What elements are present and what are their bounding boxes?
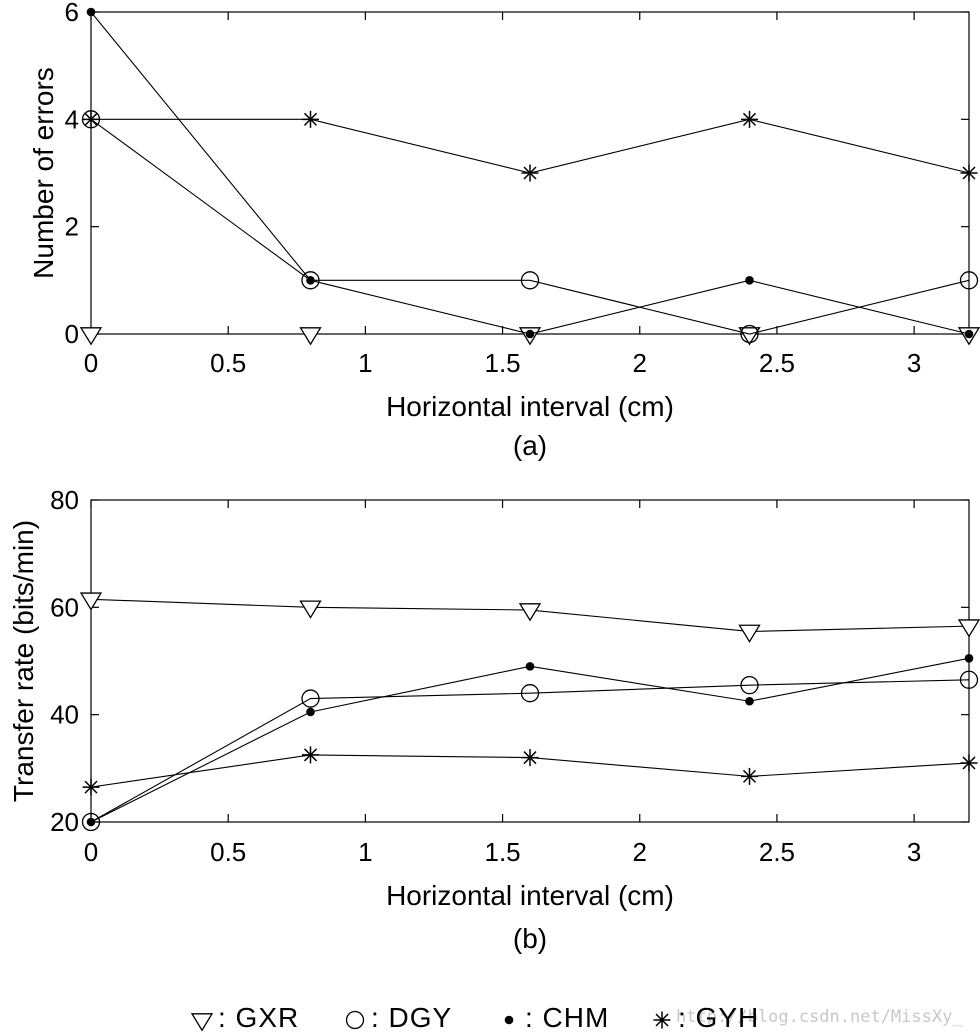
data-point [738,327,761,346]
series-line [90,118,970,335]
series-gxr [79,592,980,643]
legend-entry: : CHM [504,1002,609,1032]
x-tick-label: 2 [633,837,647,867]
data-point [520,271,540,290]
y-tick-label: 20 [50,807,79,837]
x-tick-label: 0 [84,837,98,867]
chart-b: 0 0.5 1 1.5 2 2.5 3 20 40 60 80 Horizontal interval… [8,485,980,954]
y-tick-label: 6 [65,0,79,27]
data-point [741,767,758,785]
data-point [79,327,103,346]
data-point [740,676,759,695]
legend-label: : GXR [218,1002,299,1032]
data-point [964,329,974,339]
legend-marker [190,1013,214,1032]
series-chm [86,7,974,339]
data-point [302,746,319,764]
data-point [525,662,535,671]
data-point [86,7,96,17]
data-point [81,812,101,832]
x-tick-label: 3 [907,348,921,378]
data-point [82,778,100,796]
data-point [302,110,319,128]
x-tick-label: 3 [907,837,921,867]
data-point [957,619,980,638]
data-point [959,271,979,290]
y-tick-label: 80 [50,485,79,515]
legend-marker [504,1015,514,1025]
legend-marker [653,1011,671,1029]
series-dgy [81,670,979,832]
data-point [960,164,978,182]
y-axis-label: Number of errors [28,67,59,279]
y-tick-label: 2 [65,212,79,242]
legend-label: : CHM [525,1002,609,1032]
data-point [299,600,322,619]
data-point [738,624,761,643]
x-axis-label: Horizontal interval (cm) [386,880,674,911]
series-line [90,679,970,823]
data-point [518,603,542,622]
x-tick-label: 2.5 [759,837,795,867]
watermark: http://blog.csdn.net/MissXy_ [676,1007,963,1027]
data-point [745,696,754,706]
x-tick-label: 2.5 [759,348,795,378]
series-gyh [82,110,978,182]
series-dgy [81,110,979,344]
data-point [299,327,322,346]
legend-entry: : GXR [190,1002,299,1032]
legend-entry: : DGY [345,1002,452,1032]
legend: : GXR : DGY : CHM : GYH [190,1002,759,1032]
series-chm [86,654,974,827]
legend-label: : GYH [678,1002,759,1032]
data-point [740,324,759,344]
data-point [959,670,979,689]
data-point [521,164,539,182]
data-point [521,749,539,767]
data-point [525,329,535,339]
data-point [86,817,96,827]
y-tick-label: 0 [65,319,79,349]
data-point [520,684,540,703]
x-tick-label: 1 [358,837,372,867]
data-point [306,707,315,717]
x-tick-label: 0 [84,348,98,378]
data-point [306,276,315,285]
data-point [960,754,978,772]
chart-a: 0 0.5 1 1.5 2 2.5 3 0 2 4 6 Horizontal interval (cm… [28,0,980,461]
x-tick-label: 1 [358,348,372,378]
data-point [964,654,974,663]
legend-entry: : GYH [653,1002,759,1032]
subplot-label: (b) [513,923,547,954]
y-axis-label: Transfer rate (bits/min) [8,520,39,802]
x-tick-label: 0.5 [210,348,246,378]
data-point [741,110,758,128]
data-point [301,689,320,708]
y-tick-label: 4 [65,104,79,134]
x-axis-label: Horizontal interval (cm) [386,391,674,422]
x-tick-label: 2 [633,348,647,378]
data-point [745,276,754,285]
data-point [82,110,100,128]
data-point [79,592,103,611]
series-gyh [82,746,978,796]
x-tick-label: 0.5 [210,837,246,867]
y-tick-label: 40 [50,700,79,730]
subplot-label: (a) [513,430,547,461]
legend-label: : DGY [371,1002,452,1032]
y-tick-label: 60 [50,592,79,622]
legend-marker [345,1010,365,1030]
x-tick-label: 1.5 [484,837,520,867]
data-point [301,271,320,290]
x-tick-label: 1.5 [484,348,520,378]
plot-frame [90,499,970,823]
